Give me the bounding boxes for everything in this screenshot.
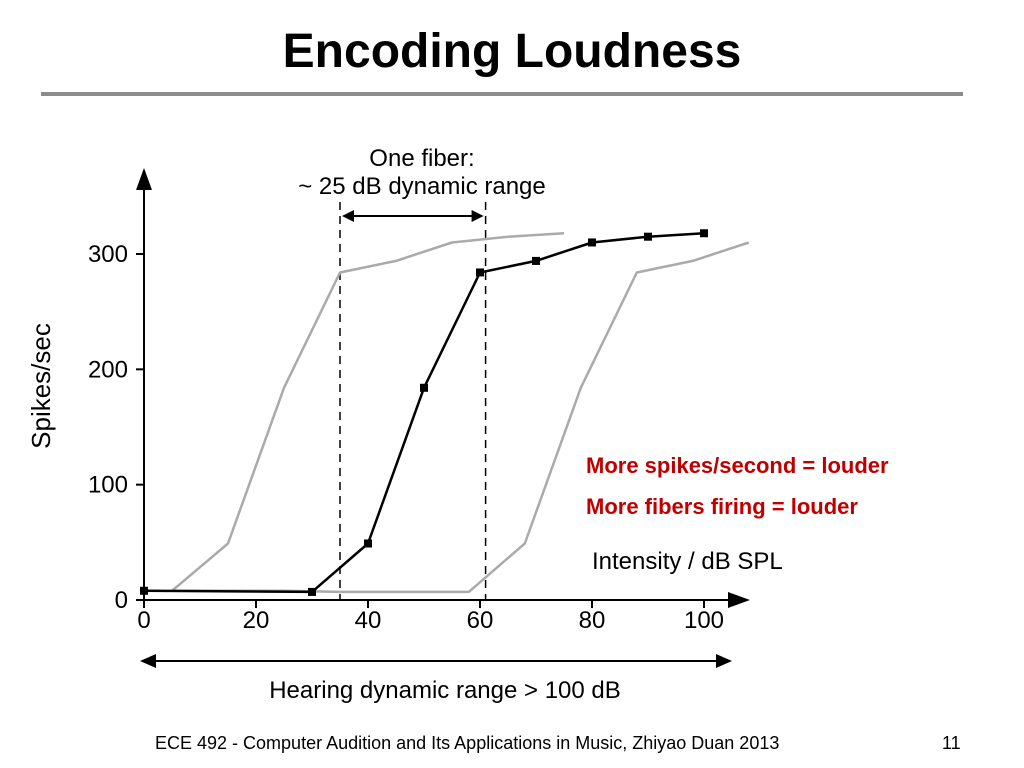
hearing-range-arrowhead-right (716, 654, 732, 668)
x-ticks: 0 20 40 60 80 100 (137, 600, 724, 634)
y-tick-label: 0 (115, 587, 128, 614)
data-point (588, 238, 596, 247)
title-divider (41, 92, 963, 96)
y-axis-label: Spikes/sec (26, 323, 56, 449)
data-point (140, 586, 148, 595)
series-line-0 (143, 231, 705, 594)
y-tick-label: 300 (88, 241, 128, 268)
y-axis-arrow (136, 168, 152, 190)
data-point (644, 232, 652, 241)
fiber-range-label-line2: ~ 25 dB dynamic range (298, 173, 546, 200)
note-more-spikes: More spikes/second = louder (586, 453, 889, 478)
x-tick-label: 0 (137, 607, 150, 634)
x-axis-label: Intensity / dB SPL (592, 548, 783, 575)
fiber-range-label-line1: One fiber: (369, 145, 474, 172)
hearing-range-label: Hearing dynamic range > 100 dB (269, 677, 621, 704)
fiber-range-arrowhead-left (342, 210, 354, 222)
x-tick-label: 20 (243, 607, 270, 634)
y-tick-label: 200 (88, 356, 128, 383)
data-point (420, 383, 428, 392)
y-tick-label: 100 (88, 472, 128, 499)
data-point (700, 229, 708, 238)
series-line-2 (172, 241, 750, 594)
x-tick-label: 40 (355, 607, 382, 634)
x-tick-label: 60 (467, 607, 494, 634)
x-axis-arrow (728, 592, 750, 608)
note-more-fibers: More fibers firing = louder (586, 494, 858, 519)
x-tick-label: 80 (579, 607, 606, 634)
page-number: 11 (942, 733, 961, 753)
series-line-1 (171, 231, 565, 592)
footer-course-credit: ECE 492 - Computer Audition and Its Appl… (155, 733, 780, 753)
data-point (308, 587, 316, 596)
data-point (532, 256, 540, 265)
slide-title: Encoding Loudness (282, 25, 742, 78)
data-point (476, 268, 484, 277)
hearing-range-arrowhead-left (140, 654, 156, 668)
series-layer (140, 229, 750, 596)
fiber-range-arrowhead-right (471, 210, 484, 222)
y-ticks: 0 100 200 300 (88, 241, 144, 614)
data-point (364, 539, 372, 548)
x-tick-label: 100 (684, 607, 724, 634)
